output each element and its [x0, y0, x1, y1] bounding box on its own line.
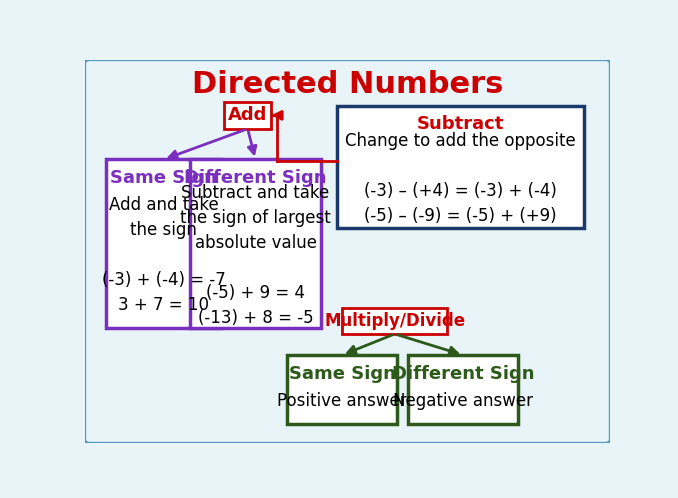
FancyBboxPatch shape — [106, 159, 221, 328]
Text: Directed Numbers: Directed Numbers — [192, 70, 503, 99]
Text: Positive answer: Positive answer — [277, 392, 407, 410]
Text: Different Sign: Different Sign — [184, 169, 327, 187]
Text: Multiply/Divide: Multiply/Divide — [324, 312, 465, 330]
FancyBboxPatch shape — [408, 355, 518, 424]
FancyBboxPatch shape — [337, 106, 584, 229]
Text: Same Sign: Same Sign — [110, 169, 217, 187]
FancyBboxPatch shape — [287, 355, 397, 424]
Text: Add: Add — [228, 107, 267, 124]
Text: Same Sign: Same Sign — [289, 365, 396, 382]
FancyBboxPatch shape — [85, 60, 610, 443]
Text: Negative answer: Negative answer — [393, 392, 533, 410]
Text: Add and take
the sign

(-3) + (-4) = -7
3 + 7 = 10: Add and take the sign (-3) + (-4) = -7 3… — [102, 196, 226, 314]
FancyBboxPatch shape — [224, 102, 271, 129]
FancyBboxPatch shape — [342, 308, 447, 334]
Text: Different Sign: Different Sign — [392, 365, 534, 382]
Text: Subtract: Subtract — [417, 116, 504, 133]
FancyBboxPatch shape — [190, 159, 321, 328]
Text: Subtract and take
the sign of largest
absolute value

(-5) + 9 = 4
(-13) + 8 = -: Subtract and take the sign of largest ab… — [180, 184, 331, 327]
Text: Change to add the opposite

(-3) – (+4) = (-3) + (-4)
(-5) – (-9) = (-5) + (+9): Change to add the opposite (-3) – (+4) =… — [345, 132, 576, 225]
